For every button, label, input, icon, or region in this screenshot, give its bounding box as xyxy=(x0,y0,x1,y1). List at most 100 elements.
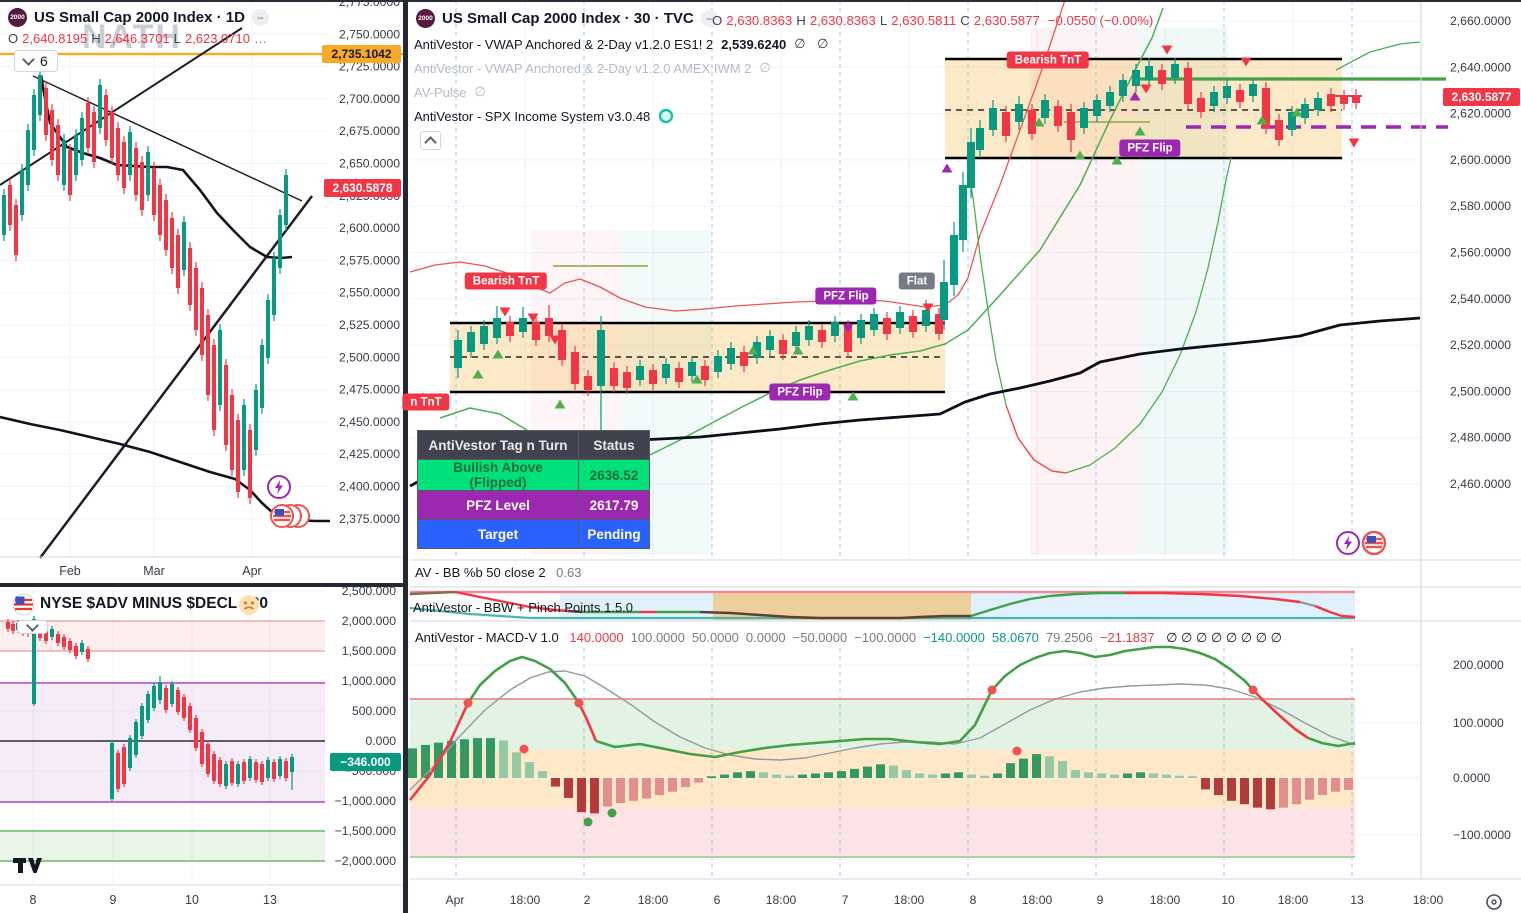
indicator-row-spx-income[interactable]: AntiVestor - SPX Income System v3.0.48 xyxy=(414,104,833,128)
chevron-down-icon xyxy=(22,53,35,66)
bbw-pane-title[interactable]: AntiVestor - BBW + Pinch Points 1.5.0 xyxy=(413,600,633,615)
svg-text:2,640.0000: 2,640.0000 xyxy=(1450,60,1511,74)
h-label: H xyxy=(91,31,101,46)
bb-pane-title[interactable]: AV - BB %b 50 close 2 0.63 xyxy=(415,565,581,580)
svg-text:2,475.0000: 2,475.0000 xyxy=(339,383,400,397)
svg-text:18:00: 18:00 xyxy=(1022,893,1053,907)
tradingview-logo[interactable] xyxy=(12,855,48,877)
svg-text:18:00: 18:00 xyxy=(894,893,925,907)
lightning-icon[interactable] xyxy=(265,474,293,502)
indicator-value: 2,539.6240 xyxy=(721,36,787,52)
svg-text:18:00: 18:00 xyxy=(766,893,797,907)
svg-text:−1,000.000: −1,000.000 xyxy=(335,794,397,808)
svg-text:18:00: 18:00 xyxy=(1278,893,1309,907)
sentiment-face-icon xyxy=(239,595,259,615)
macd-value: −140.0000 xyxy=(923,630,985,645)
timer-icon xyxy=(659,108,674,124)
hidden-values-icon[interactable]: ∅ ∅ ∅ ∅ ∅ ∅ ∅ ∅ xyxy=(1166,630,1282,645)
svg-text:Apr: Apr xyxy=(242,564,261,578)
l-label: L xyxy=(173,31,181,46)
table-cell-value: 2617.79 xyxy=(578,490,650,520)
macd-pane-title[interactable]: AntiVestor - MACD-V 1.0 140.0000 100.0000… xyxy=(415,630,1282,646)
svg-text:2,660.0000: 2,660.0000 xyxy=(1450,14,1511,28)
table-row-target: Target Pending xyxy=(417,519,650,549)
macd-value: 140.0000 xyxy=(569,630,624,645)
legend-collapse-button[interactable] xyxy=(420,131,441,150)
eye-off-icon[interactable]: ∅ xyxy=(759,60,775,75)
indicator-label: AntiVestor - VWAP Anchored & 2-Day v1.2.… xyxy=(414,36,714,52)
svg-text:8: 8 xyxy=(970,893,977,907)
indicator-label: AntiVestor - BBW + Pinch Points 1.5.0 xyxy=(413,600,634,615)
svg-text:2,425.0000: 2,425.0000 xyxy=(339,447,400,461)
svg-text:18:00: 18:00 xyxy=(510,893,541,907)
svg-text:1,000.000: 1,000.000 xyxy=(342,674,396,688)
tag-n-turn-table: AntiVestor Tag n Turn Status Bullish Abo… xyxy=(417,430,650,549)
l-value: 2,630.5811 xyxy=(891,13,957,28)
indicator-row-av-pulse[interactable]: AV-Pulse ∅ xyxy=(414,80,833,104)
indicator-label: AntiVestor - MACD-V 1.0 xyxy=(415,630,559,645)
table-cell-value: Pending xyxy=(578,519,650,549)
svg-text:200.0000: 200.0000 xyxy=(1453,658,1504,672)
indicator-row-vwap-iwm[interactable]: AntiVestor - VWAP Anchored & 2-Day v1.2.… xyxy=(414,56,833,80)
svg-text:18:00: 18:00 xyxy=(1413,893,1444,907)
table-cell-label: Target xyxy=(417,519,579,549)
svg-text:2,580.0000: 2,580.0000 xyxy=(1450,199,1511,213)
left-chart-header: 2000 US Small Cap 2000 Index · 1D − xyxy=(8,8,269,27)
svg-text:2,400.0000: 2,400.0000 xyxy=(339,480,400,494)
indicator-label: AntiVestor - SPX Income System v3.0.48 xyxy=(414,108,651,124)
svg-text:2,500.000: 2,500.000 xyxy=(342,584,396,598)
chart-event-icons[interactable] xyxy=(1334,529,1390,557)
interval-dropdown[interactable]: 6 xyxy=(14,50,58,72)
svg-text:2,700.0000: 2,700.0000 xyxy=(339,92,400,106)
svg-text:2,560.0000: 2,560.0000 xyxy=(1450,246,1511,260)
o-value: 2,630.8363 xyxy=(726,13,793,28)
svg-text:2,525.0000: 2,525.0000 xyxy=(339,318,400,332)
main-chart-title[interactable]: US Small Cap 2000 Index · 30 · TVC xyxy=(442,10,694,27)
chart-flag: n TnT xyxy=(402,393,450,411)
clock-icon[interactable] xyxy=(1485,893,1503,911)
o-value: 2,640.8195 xyxy=(22,31,88,46)
o-label: O xyxy=(712,13,723,28)
collapse-button[interactable]: − xyxy=(251,9,269,26)
svg-text:Apr: Apr xyxy=(446,893,465,907)
bottom-interval-dropdown[interactable] xyxy=(17,619,48,634)
svg-text:−100.0000: −100.0000 xyxy=(1453,828,1511,842)
svg-text:9: 9 xyxy=(1097,893,1104,907)
us-flag-events-icon[interactable] xyxy=(268,503,316,530)
svg-text:2,775.0000: 2,775.0000 xyxy=(339,0,400,9)
svg-text:−2,000.000: −2,000.000 xyxy=(335,854,397,868)
interval-value: 6 xyxy=(40,53,48,69)
symbol-logo-icon: 2000 xyxy=(416,9,435,28)
watermark: NATH xyxy=(82,18,182,56)
left-ohlc-row: O 2,640.8195 H 2,646.3701 L 2,623.0710 … xyxy=(8,31,267,46)
c-label: C xyxy=(960,13,970,28)
chart-flag: PFZ Flip xyxy=(1119,139,1181,157)
indicator-row-vwap-es1[interactable]: AntiVestor - VWAP Anchored & 2-Day v1.2.… xyxy=(414,32,833,56)
symbol-logo-icon: 2000 xyxy=(8,8,27,27)
chart-flag: Bearish TnT xyxy=(1006,51,1090,69)
svg-text:2,575.0000: 2,575.0000 xyxy=(339,253,400,267)
more-button[interactable]: … xyxy=(253,31,267,46)
h-value: 2,646.3701 xyxy=(104,31,170,46)
c-value: 2,630.5877 xyxy=(973,13,1040,28)
bottom-chart-title[interactable]: NYSE $ADV MINUS $DECL · 30 xyxy=(40,595,268,612)
left-chart-title[interactable]: US Small Cap 2000 Index · 1D xyxy=(34,9,245,26)
macd-value: 100.0000 xyxy=(630,630,685,645)
collapse-button[interactable]: − xyxy=(700,10,718,27)
eye-off-icon[interactable]: ∅ xyxy=(474,84,490,99)
svg-text:2,540.0000: 2,540.0000 xyxy=(1450,292,1511,306)
svg-text:Feb: Feb xyxy=(59,564,81,578)
svg-text:2,550.0000: 2,550.0000 xyxy=(339,286,400,300)
svg-text:2,600.0000: 2,600.0000 xyxy=(339,221,400,235)
hidden-values-icon[interactable]: ∅ ∅ xyxy=(794,36,833,51)
macd-value: 79.2506 xyxy=(1045,630,1093,645)
main-ohlc-row: O 2,630.8363 H 2,630.8363 L 2,630.5811 C 2,6… xyxy=(712,13,1153,28)
macd-values: 140.0000 100.0000 50.0000 0.0000 −50.0000 −10… xyxy=(562,630,1154,645)
svg-text:2,450.0000: 2,450.0000 xyxy=(339,415,400,429)
table-row-bullish: Bullish Above (Flipped) 2636.52 xyxy=(417,459,650,491)
svg-text:13: 13 xyxy=(263,893,277,907)
svg-text:13: 13 xyxy=(1350,893,1364,907)
indicator-label: AV - BB %b 50 close 2 xyxy=(415,565,546,580)
macd-value: 50.0000 xyxy=(691,630,739,645)
